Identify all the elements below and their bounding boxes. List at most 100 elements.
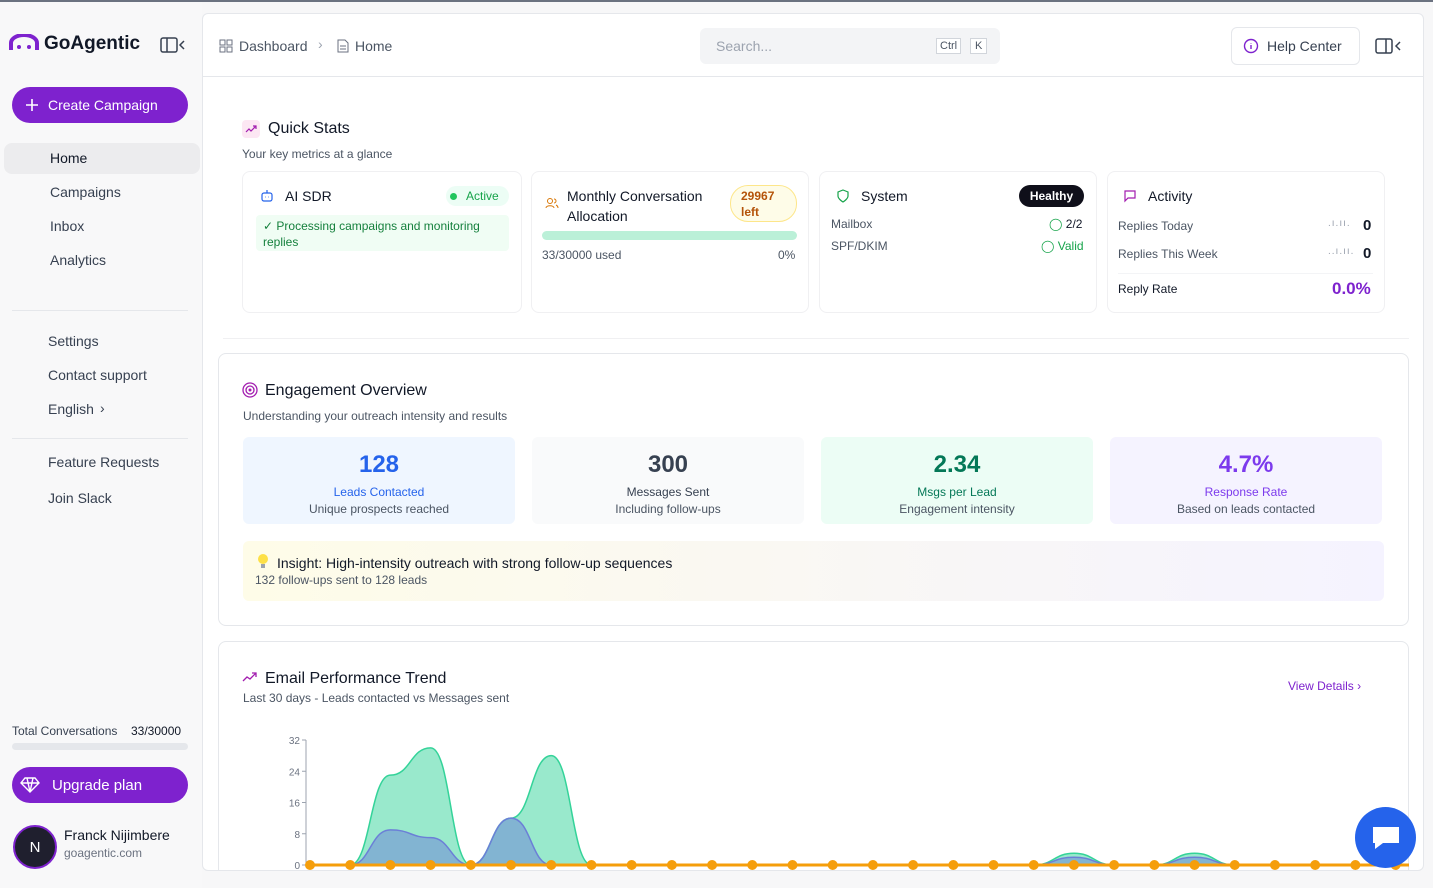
rate-point	[345, 860, 356, 870]
usage-label: Total Conversations	[12, 724, 118, 738]
nav-item[interactable]: Feature Requests	[48, 454, 160, 470]
insight-box	[243, 541, 1384, 601]
rate-point	[666, 860, 677, 870]
rate-point	[988, 860, 999, 870]
area	[309, 817, 1409, 866]
chevron: ›	[100, 400, 105, 416]
rect-shape	[261, 192, 273, 202]
status-pill	[446, 186, 509, 206]
chat-widget-icon	[1372, 826, 1399, 849]
activity-card	[1107, 171, 1385, 313]
path-shape	[1124, 190, 1136, 203]
path-shape	[337, 39, 349, 53]
divider	[12, 310, 188, 311]
rate-point	[1149, 860, 1160, 870]
metric-card: 128 Leads Contacted Unique prospects reach…	[243, 437, 515, 524]
path-shape	[265, 190, 269, 198]
row-label: Reply Rate	[1118, 282, 1178, 296]
section-title: Engagement Overview	[265, 382, 427, 399]
shortcut-key: K	[970, 38, 988, 54]
status-label: Active	[466, 189, 499, 203]
metric-label: Leads Contacted	[333, 485, 425, 499]
help-button[interactable]	[1231, 27, 1360, 65]
rate-point	[626, 860, 637, 870]
insight-note: 132 follow-ups sent to 128 leads	[255, 573, 428, 587]
breadcrumb[interactable]: Home	[355, 38, 393, 54]
sidebar	[0, 2, 202, 888]
usage: 33/30000 used	[542, 248, 622, 262]
row-label: Mailbox	[831, 217, 873, 231]
bot-icon	[261, 190, 273, 202]
nav-item[interactable]: Contact support	[48, 367, 147, 383]
rate-point	[747, 860, 758, 870]
metric-value: 128	[358, 451, 400, 478]
span-shape: ◯	[1049, 217, 1063, 231]
create-campaign-button[interactable]: Create Campaign	[12, 87, 188, 123]
card-title: Activity	[1148, 188, 1193, 204]
circle-shape	[1243, 38, 1259, 54]
nav-item[interactable]: Home	[50, 150, 88, 166]
info-icon	[1243, 38, 1259, 54]
card-title: AI SDR	[285, 188, 332, 204]
path-shape	[545, 198, 559, 209]
icon-bg	[242, 120, 260, 138]
insight-title: Insight: High-intensity outreach with st…	[277, 555, 673, 571]
nav-item[interactable]: Inbox	[50, 218, 85, 234]
collapse-icon[interactable]	[160, 37, 186, 53]
rate-point	[867, 860, 878, 870]
rate-point	[465, 860, 476, 870]
target-icon	[242, 382, 258, 398]
divider	[1118, 273, 1373, 274]
rate-point	[425, 860, 436, 870]
button-label: Create Campaign	[48, 97, 158, 113]
breadcrumb[interactable]: Dashboard	[239, 38, 308, 54]
shortcut-key: Ctrl	[936, 38, 962, 54]
user-email: goagentic.com	[64, 846, 143, 860]
metric-card: 4.7% Response Rate Based on leads contacte…	[1110, 437, 1382, 524]
path-shape	[20, 777, 40, 793]
row-value: ◯ 2/2	[1049, 217, 1082, 231]
circle-shape	[258, 554, 268, 564]
rate-point	[1189, 860, 1200, 870]
breadcrumb-separator: ›	[318, 36, 323, 52]
path-shape	[245, 125, 257, 133]
rate-point	[1028, 860, 1039, 870]
progress-track	[542, 231, 797, 240]
circle-shape	[27, 45, 31, 49]
note: ✓ Processing campaigns and monitoring re…	[263, 219, 480, 249]
panel-icon[interactable]	[1375, 38, 1401, 54]
dashboard-icon	[219, 39, 233, 53]
metric-card: 2.34 Msgs per Lead Engagement intensity	[821, 437, 1093, 524]
nav-item[interactable]: English	[48, 401, 94, 417]
path-shape	[1394, 41, 1401, 51]
avatar[interactable]: N	[13, 825, 57, 869]
y-tick-label: 24	[289, 767, 301, 778]
upgrade-button[interactable]: Upgrade plan	[12, 767, 188, 803]
nav-item[interactable]: Campaigns	[50, 184, 121, 200]
nav-item[interactable]: Settings	[48, 333, 99, 349]
top-border	[0, 0, 1433, 2]
rect-shape	[226, 46, 233, 53]
nav-item[interactable]: Join Slack	[48, 490, 112, 506]
status-dot	[450, 193, 457, 200]
metric-note: Engagement intensity	[899, 502, 1015, 516]
note-text: Processing campaigns and monitoring repl…	[263, 219, 480, 249]
chat-icon	[1124, 190, 1136, 203]
chart-subtitle: Last 30 days - Leads contacted vs Messag…	[243, 691, 510, 705]
circle-shape	[242, 382, 258, 398]
chat-widget[interactable]	[1355, 807, 1416, 868]
metric-note: Unique prospects reached	[308, 502, 450, 516]
view-details-link[interactable]: View Details ›	[1288, 679, 1362, 693]
nav-item[interactable]: Analytics	[50, 252, 107, 268]
rate-point	[1109, 860, 1120, 870]
rate-point	[787, 860, 798, 870]
rect-shape	[219, 39, 226, 46]
page-icon	[337, 39, 349, 53]
rate-point	[1310, 860, 1321, 870]
badge-label: 29967 left	[741, 189, 775, 219]
section-subtitle: Your key metrics at a glance	[242, 147, 393, 161]
plus-icon	[26, 99, 38, 111]
y-tick-label: 32	[289, 736, 301, 747]
row-value: 0	[1363, 245, 1372, 262]
